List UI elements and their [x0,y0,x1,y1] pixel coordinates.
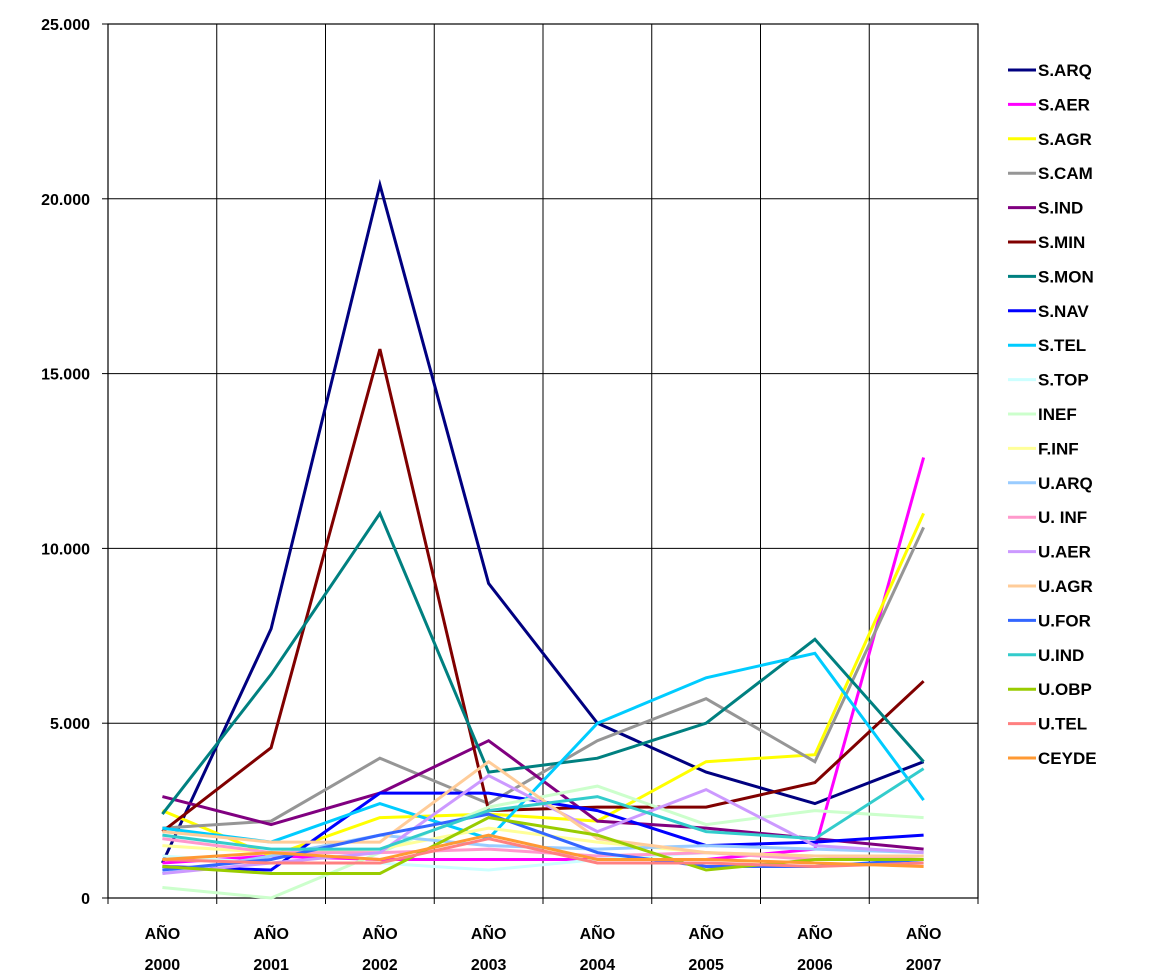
series-line-s-mon [161,510,925,816]
series-line-ceyde [162,833,924,868]
series-line-u-tel [162,837,924,869]
x-tick-label-line1: AÑO [471,923,507,943]
legend-label: S.MON [1038,267,1094,286]
x-tick-label-line2: 2004 [580,957,616,974]
x-tick-label-line2: 2006 [797,957,833,974]
x-tick-label-line1: AÑO [253,923,289,943]
x-tick-label-line2: 2000 [145,957,181,974]
legend-label: U.IND [1038,646,1084,665]
legend-label: U.ARQ [1038,474,1093,493]
legend-label: S.CAM [1038,164,1093,183]
legend-label: U.FOR [1038,611,1091,630]
x-tick-label-line2: 2002 [362,957,398,974]
legend-label: S.AER [1038,95,1090,114]
x-tick-label-line2: 2003 [471,957,507,974]
legend-label: U.OBP [1038,680,1092,699]
x-axis: AÑO 2000 AÑO 2001 AÑO 2002 AÑO 2003 AÑO 2004 AÑO 20… [107,898,979,974]
x-tick-label-line1: AÑO [580,923,616,943]
series-line-u-agr [162,759,924,858]
series-line-s-cam [162,526,925,830]
y-tick-label: 5.000 [50,716,90,733]
legend-label: CEYDE [1038,749,1097,768]
legend-label: S.TEL [1038,336,1086,355]
legend: S.ARQ S.AER S.AGR S.CAM S.IND S.MIN S.MON S.NAV… [1008,61,1097,768]
legend-label: U.TEL [1038,715,1087,734]
y-tick-label: 10.000 [41,541,90,558]
legend-label: S.AGR [1038,130,1092,149]
series-line-inef [162,784,924,900]
series-line-s-tel [162,651,925,844]
y-tick-label: 20.000 [41,192,90,209]
legend-label: S.ARQ [1038,61,1092,80]
x-tick-label-line2: 2007 [906,957,942,974]
series-line-u-ind [162,767,925,851]
series-line-s-min [161,348,925,833]
x-tick-label-line1: AÑO [797,923,833,943]
x-tick-label-line1: AÑO [906,923,942,943]
x-tick-label-line1: AÑO [688,923,724,943]
series-line-s-arq [161,178,925,864]
y-tick-label: 15.000 [41,367,90,384]
legend-label: S.NAV [1038,302,1089,321]
legend-label: S.MIN [1038,233,1085,252]
legend-label: S.TOP [1038,371,1089,390]
legend-label: U.AER [1038,543,1091,562]
legend-label: INEF [1038,405,1077,424]
x-tick-label-line1: AÑO [145,923,181,943]
y-axis: 0 5.000 10.000 15.000 20.000 25.000 [41,17,108,908]
x-tick-label-line2: 2005 [688,957,724,974]
x-tick-label-line2: 2001 [253,957,289,974]
legend-label: F.INF [1038,439,1079,458]
legend-label: U. INF [1038,508,1087,527]
y-tick-label: 25.000 [41,17,90,34]
series-lines [161,178,926,900]
y-tick-label: 0 [81,891,90,908]
legend-label: S.IND [1038,199,1083,218]
legend-label: U.AGR [1038,577,1093,596]
x-tick-label-line1: AÑO [362,923,398,943]
